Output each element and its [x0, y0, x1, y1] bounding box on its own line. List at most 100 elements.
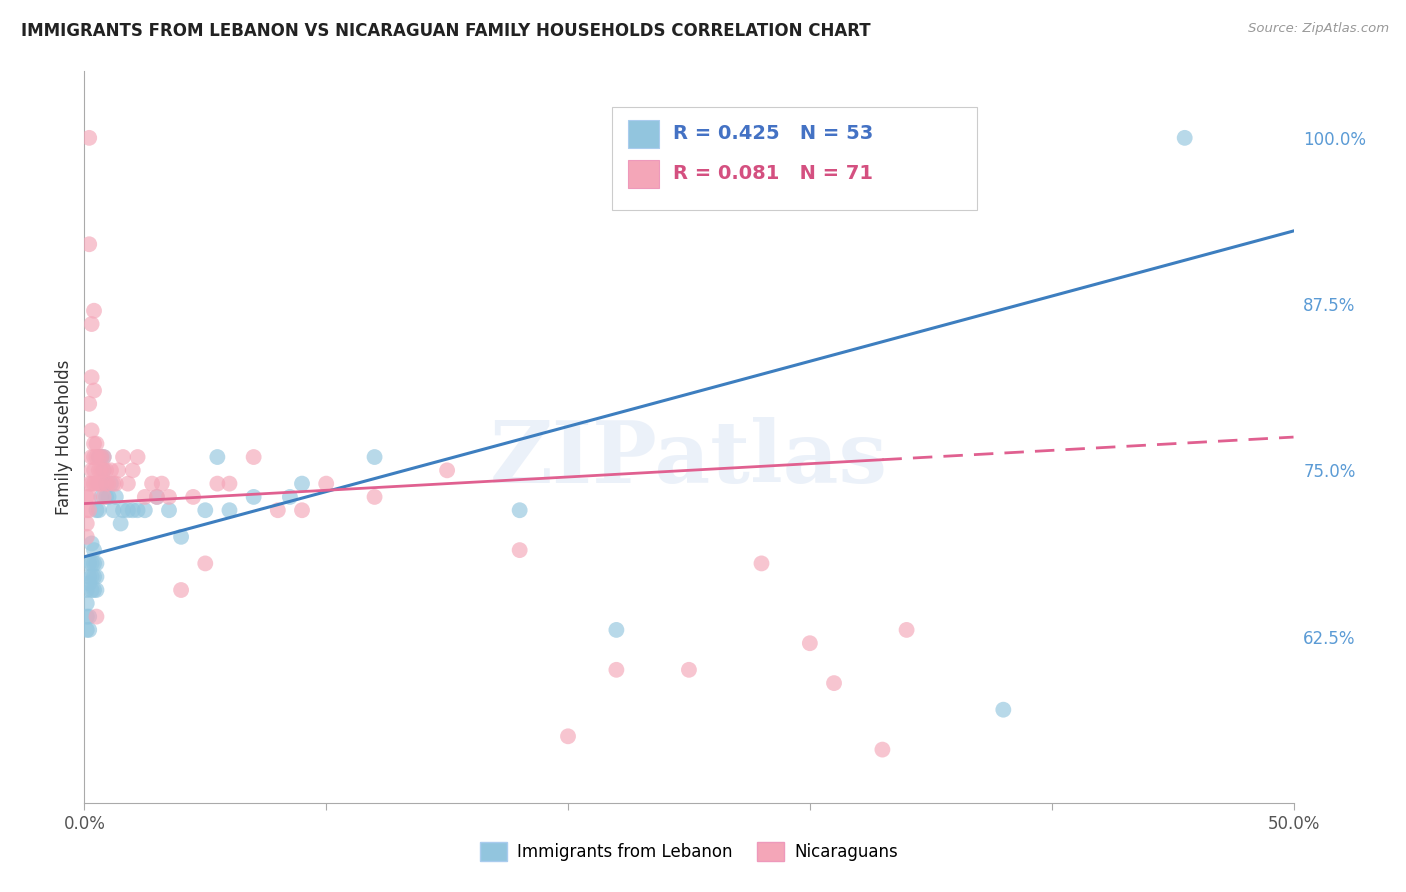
Legend: Immigrants from Lebanon, Nicaraguans: Immigrants from Lebanon, Nicaraguans: [474, 835, 904, 868]
Point: [90, 490, 112, 504]
Point: [94, 463, 117, 477]
Point: [103, 503, 125, 517]
Point: [100, 463, 122, 477]
Point: [86, 570, 108, 584]
Point: [94, 476, 117, 491]
Point: [87, 450, 110, 464]
Y-axis label: Family Households: Family Households: [55, 359, 73, 515]
Point: [77, 476, 100, 491]
Point: [127, 450, 149, 464]
Point: [80, 476, 103, 491]
Point: [678, 663, 700, 677]
Point: [83, 557, 105, 571]
Point: [146, 490, 169, 504]
Point: [134, 490, 156, 504]
Point: [117, 503, 139, 517]
Text: ZIPatlas: ZIPatlas: [489, 417, 889, 501]
Point: [117, 476, 139, 491]
Point: [605, 663, 627, 677]
Point: [83, 303, 105, 318]
Point: [557, 729, 579, 743]
Point: [194, 503, 217, 517]
Point: [83, 384, 105, 398]
Point: [77, 397, 100, 411]
Point: [90, 450, 112, 464]
Point: [83, 463, 105, 477]
Text: Source: ZipAtlas.com: Source: ZipAtlas.com: [1249, 22, 1389, 36]
Point: [291, 503, 314, 517]
Point: [94, 490, 117, 504]
Point: [83, 436, 105, 450]
Point: [242, 450, 264, 464]
Point: [315, 476, 337, 491]
Point: [76, 623, 98, 637]
Point: [90, 476, 112, 491]
Point: [104, 476, 127, 491]
Point: [80, 424, 103, 438]
Point: [363, 450, 385, 464]
Point: [80, 557, 103, 571]
Point: [127, 503, 149, 517]
Point: [194, 557, 217, 571]
Point: [86, 436, 108, 450]
Point: [77, 609, 100, 624]
Point: [76, 503, 98, 517]
Point: [90, 450, 112, 464]
Point: [207, 450, 229, 464]
Point: [83, 570, 105, 584]
Text: R = 0.081   N = 71: R = 0.081 N = 71: [673, 164, 873, 184]
Point: [170, 530, 193, 544]
Point: [83, 476, 105, 491]
Point: [93, 490, 115, 504]
Point: [242, 490, 264, 504]
Point: [97, 476, 120, 491]
Point: [93, 463, 115, 477]
Point: [76, 609, 98, 624]
Point: [80, 463, 103, 477]
Point: [896, 623, 918, 637]
Point: [181, 490, 204, 504]
Point: [83, 582, 105, 597]
Point: [76, 582, 98, 597]
Point: [77, 570, 100, 584]
Point: [76, 530, 98, 544]
Point: [104, 490, 127, 504]
Point: [134, 503, 156, 517]
Text: R = 0.425   N = 53: R = 0.425 N = 53: [673, 124, 873, 144]
Point: [80, 536, 103, 550]
Point: [87, 463, 110, 477]
Point: [436, 463, 458, 477]
Point: [93, 463, 115, 477]
Point: [77, 490, 100, 504]
Point: [87, 476, 110, 491]
Point: [93, 450, 115, 464]
Point: [86, 503, 108, 517]
Point: [80, 570, 103, 584]
Point: [83, 450, 105, 464]
Point: [86, 476, 108, 491]
Point: [76, 596, 98, 610]
Point: [87, 450, 110, 464]
Point: [80, 317, 103, 331]
Point: [509, 543, 531, 558]
Point: [823, 676, 845, 690]
Point: [86, 609, 108, 624]
Point: [77, 623, 100, 637]
Point: [80, 450, 103, 464]
Point: [100, 476, 122, 491]
Point: [112, 503, 135, 517]
Point: [218, 476, 240, 491]
Point: [363, 490, 385, 504]
Point: [107, 463, 129, 477]
Point: [86, 557, 108, 571]
Point: [121, 463, 143, 477]
Point: [77, 503, 100, 517]
Point: [218, 503, 240, 517]
Point: [170, 582, 193, 597]
Point: [76, 516, 98, 531]
Point: [509, 503, 531, 517]
Point: [94, 476, 117, 491]
Point: [150, 476, 173, 491]
Point: [291, 476, 314, 491]
Point: [87, 503, 110, 517]
